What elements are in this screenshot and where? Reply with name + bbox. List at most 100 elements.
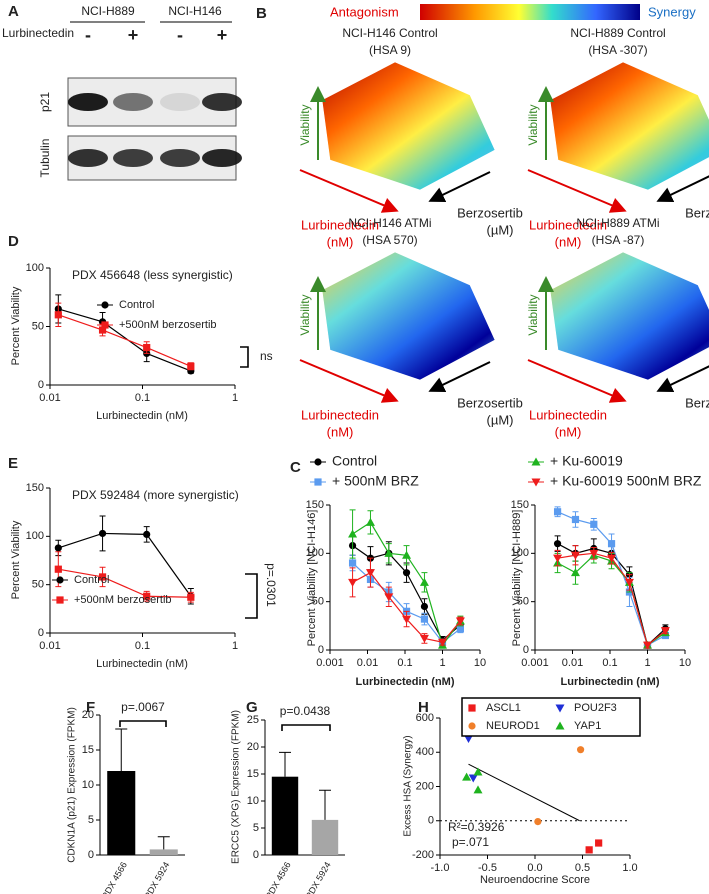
- legend-marker: [56, 576, 64, 584]
- bracket: [281, 724, 331, 731]
- point: [607, 540, 616, 548]
- point: [624, 578, 634, 587]
- band: [113, 93, 153, 111]
- colorbar-low: Antagonism: [330, 4, 399, 19]
- series-line: [58, 532, 192, 597]
- axis-label: Lurbinectedin: [529, 217, 607, 232]
- point: [365, 517, 375, 526]
- y-tick-label: 0: [38, 627, 44, 639]
- axis-label: Berzosertib: [457, 205, 523, 220]
- panel-letter: G: [246, 699, 258, 716]
- berz-arrow: [656, 175, 709, 202]
- berz-arrow: [656, 365, 709, 392]
- y-tick-label: 200: [416, 780, 434, 792]
- point: [348, 559, 357, 567]
- axis-label: Berzosertib: [685, 395, 709, 410]
- point: [98, 529, 107, 538]
- y-tick-label: 600: [416, 712, 434, 724]
- y-axis-label: CDKN1A (p21) Expression (FPKM): [67, 707, 78, 863]
- point: [384, 593, 394, 602]
- legend-label: + 500nM BRZ: [332, 473, 419, 489]
- surface-title: NCI-H889 Control: [570, 26, 665, 40]
- x-tick-label: 1: [439, 657, 445, 669]
- y-tick-label: 100: [26, 530, 44, 542]
- x-tick-label: 0.01: [357, 657, 378, 669]
- point: [187, 362, 195, 370]
- legend-marker: [531, 478, 541, 487]
- fit-line: [468, 763, 580, 822]
- surface-hsa: (HSA -307): [588, 43, 647, 57]
- cell-line: NCI-H889: [81, 4, 135, 18]
- x-tick-label: 0.5: [575, 862, 590, 874]
- legend-label: NEUROD1: [486, 720, 540, 732]
- x-tick-label: 0.01: [39, 640, 60, 652]
- axis-label: (nM): [555, 424, 582, 439]
- axis-label: Viability: [298, 104, 312, 145]
- point: [98, 573, 107, 581]
- axis-label: Lurbinectedin: [301, 217, 379, 232]
- axis-label: Viability: [526, 104, 540, 145]
- point: [570, 551, 580, 560]
- legend-label: POU2F3: [574, 702, 617, 714]
- y-tick-label: 100: [26, 262, 44, 274]
- axis-label: Berzosertib: [457, 395, 523, 410]
- panel-letter: H: [418, 699, 429, 716]
- bar: [149, 849, 178, 855]
- y-axis-label: Percent Viability [NCI-H146]: [306, 510, 318, 647]
- y-tick-label: 400: [416, 746, 434, 758]
- point: [577, 746, 585, 754]
- point: [187, 593, 195, 601]
- point: [456, 625, 464, 633]
- axis-label: (nM): [327, 234, 354, 249]
- point: [54, 565, 62, 573]
- point: [607, 554, 617, 563]
- y-tick-label: 0: [318, 644, 324, 656]
- panel-letter: B: [256, 5, 267, 22]
- lurb-arrow: [299, 359, 399, 403]
- axis-label: (µM): [487, 222, 514, 237]
- berz-arrow: [428, 171, 491, 202]
- point: [438, 638, 447, 647]
- legend-marker: [101, 301, 109, 309]
- y-tick-label: 20: [247, 741, 259, 753]
- legend-marker: [101, 321, 109, 329]
- legend-label: YAP1: [574, 720, 601, 732]
- bar: [107, 771, 136, 855]
- x-tick-label: 10: [679, 657, 691, 669]
- y-tick-label: 5: [253, 822, 259, 834]
- band: [160, 93, 200, 111]
- axis-label: Lurbinectedin: [529, 407, 607, 422]
- x-tick-label: 0.1: [135, 640, 150, 652]
- panel-letter: C: [290, 459, 301, 476]
- y-axis-label: ERCC5 (XPG) Expression (FPKM): [231, 710, 242, 864]
- legend-marker: [314, 478, 322, 486]
- point: [402, 550, 412, 559]
- x-tick-label: PDX 5924: [304, 860, 333, 894]
- y-tick-label: 20: [82, 709, 94, 721]
- surface-title: NCI-H146 ATMi: [348, 216, 431, 230]
- dose: -: [177, 25, 183, 45]
- panel-letter: F: [86, 699, 95, 716]
- panel-letter: D: [8, 233, 19, 250]
- point: [402, 569, 411, 577]
- y-tick-label: 10: [82, 779, 94, 791]
- band: [202, 149, 242, 167]
- point: [420, 615, 429, 623]
- y-tick-label: 15: [82, 744, 94, 756]
- y-tick-label: 5: [88, 814, 94, 826]
- error-bar: [319, 789, 331, 820]
- y-tick-label: 50: [32, 320, 44, 332]
- point: [473, 767, 483, 776]
- panel-letter: A: [8, 3, 19, 20]
- legend-marker: [555, 704, 565, 713]
- x-axis-label: Lurbinectedin (nM): [96, 410, 188, 422]
- surface-hsa: (HSA 570): [362, 233, 417, 247]
- bracket: [240, 346, 249, 368]
- x-tick-label: PDX 4566: [100, 860, 129, 894]
- y-tick-label: 100: [511, 547, 529, 559]
- point: [570, 568, 580, 577]
- point: [365, 569, 375, 578]
- point: [473, 785, 483, 794]
- y-axis-label: Percent Viability: [10, 286, 22, 365]
